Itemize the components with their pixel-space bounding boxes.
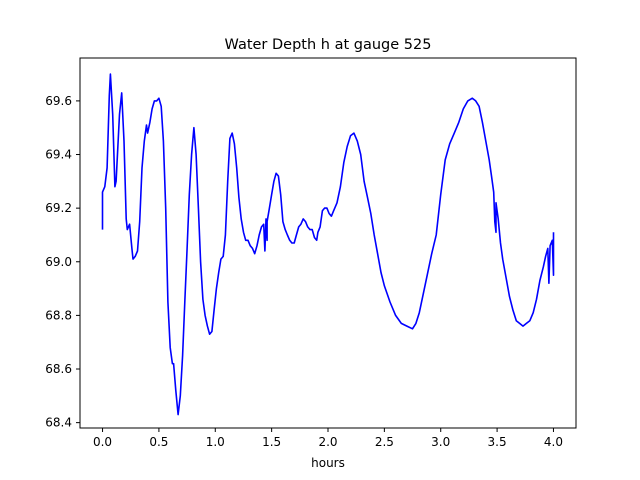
y-tick-label: 69.4 <box>45 148 72 162</box>
x-tick-label: 1.0 <box>206 435 225 449</box>
series-line <box>101 73 555 416</box>
x-axis-ticks: 0.0 0.5 1.0 1.5 2.0 2.5 3.0 3.5 4.0 <box>93 428 563 449</box>
x-tick-label: 2.5 <box>375 435 394 449</box>
y-tick-label: 69.2 <box>45 201 72 215</box>
y-tick-label: 68.4 <box>45 416 72 430</box>
y-tick-label: 69.0 <box>45 255 72 269</box>
x-tick-label: 3.5 <box>488 435 507 449</box>
chart-title: Water Depth h at gauge 525 <box>225 37 432 53</box>
x-tick-label: 4.0 <box>544 435 563 449</box>
y-axis-ticks: 68.4 68.6 68.8 69.0 69.2 69.4 69.6 <box>45 94 80 430</box>
x-tick-label: 1.5 <box>262 435 281 449</box>
x-tick-label: 0.5 <box>149 435 168 449</box>
x-tick-label: 0.0 <box>93 435 112 449</box>
x-tick-label: 3.0 <box>431 435 450 449</box>
x-tick-label: 2.0 <box>318 435 337 449</box>
y-tick-label: 68.8 <box>45 308 72 322</box>
y-tick-label: 68.6 <box>45 362 72 376</box>
series-layer <box>101 73 555 416</box>
plot-area <box>80 58 576 428</box>
x-axis-label: hours <box>311 456 345 470</box>
plot-frame <box>79 57 577 429</box>
y-tick-label: 69.6 <box>45 94 72 108</box>
